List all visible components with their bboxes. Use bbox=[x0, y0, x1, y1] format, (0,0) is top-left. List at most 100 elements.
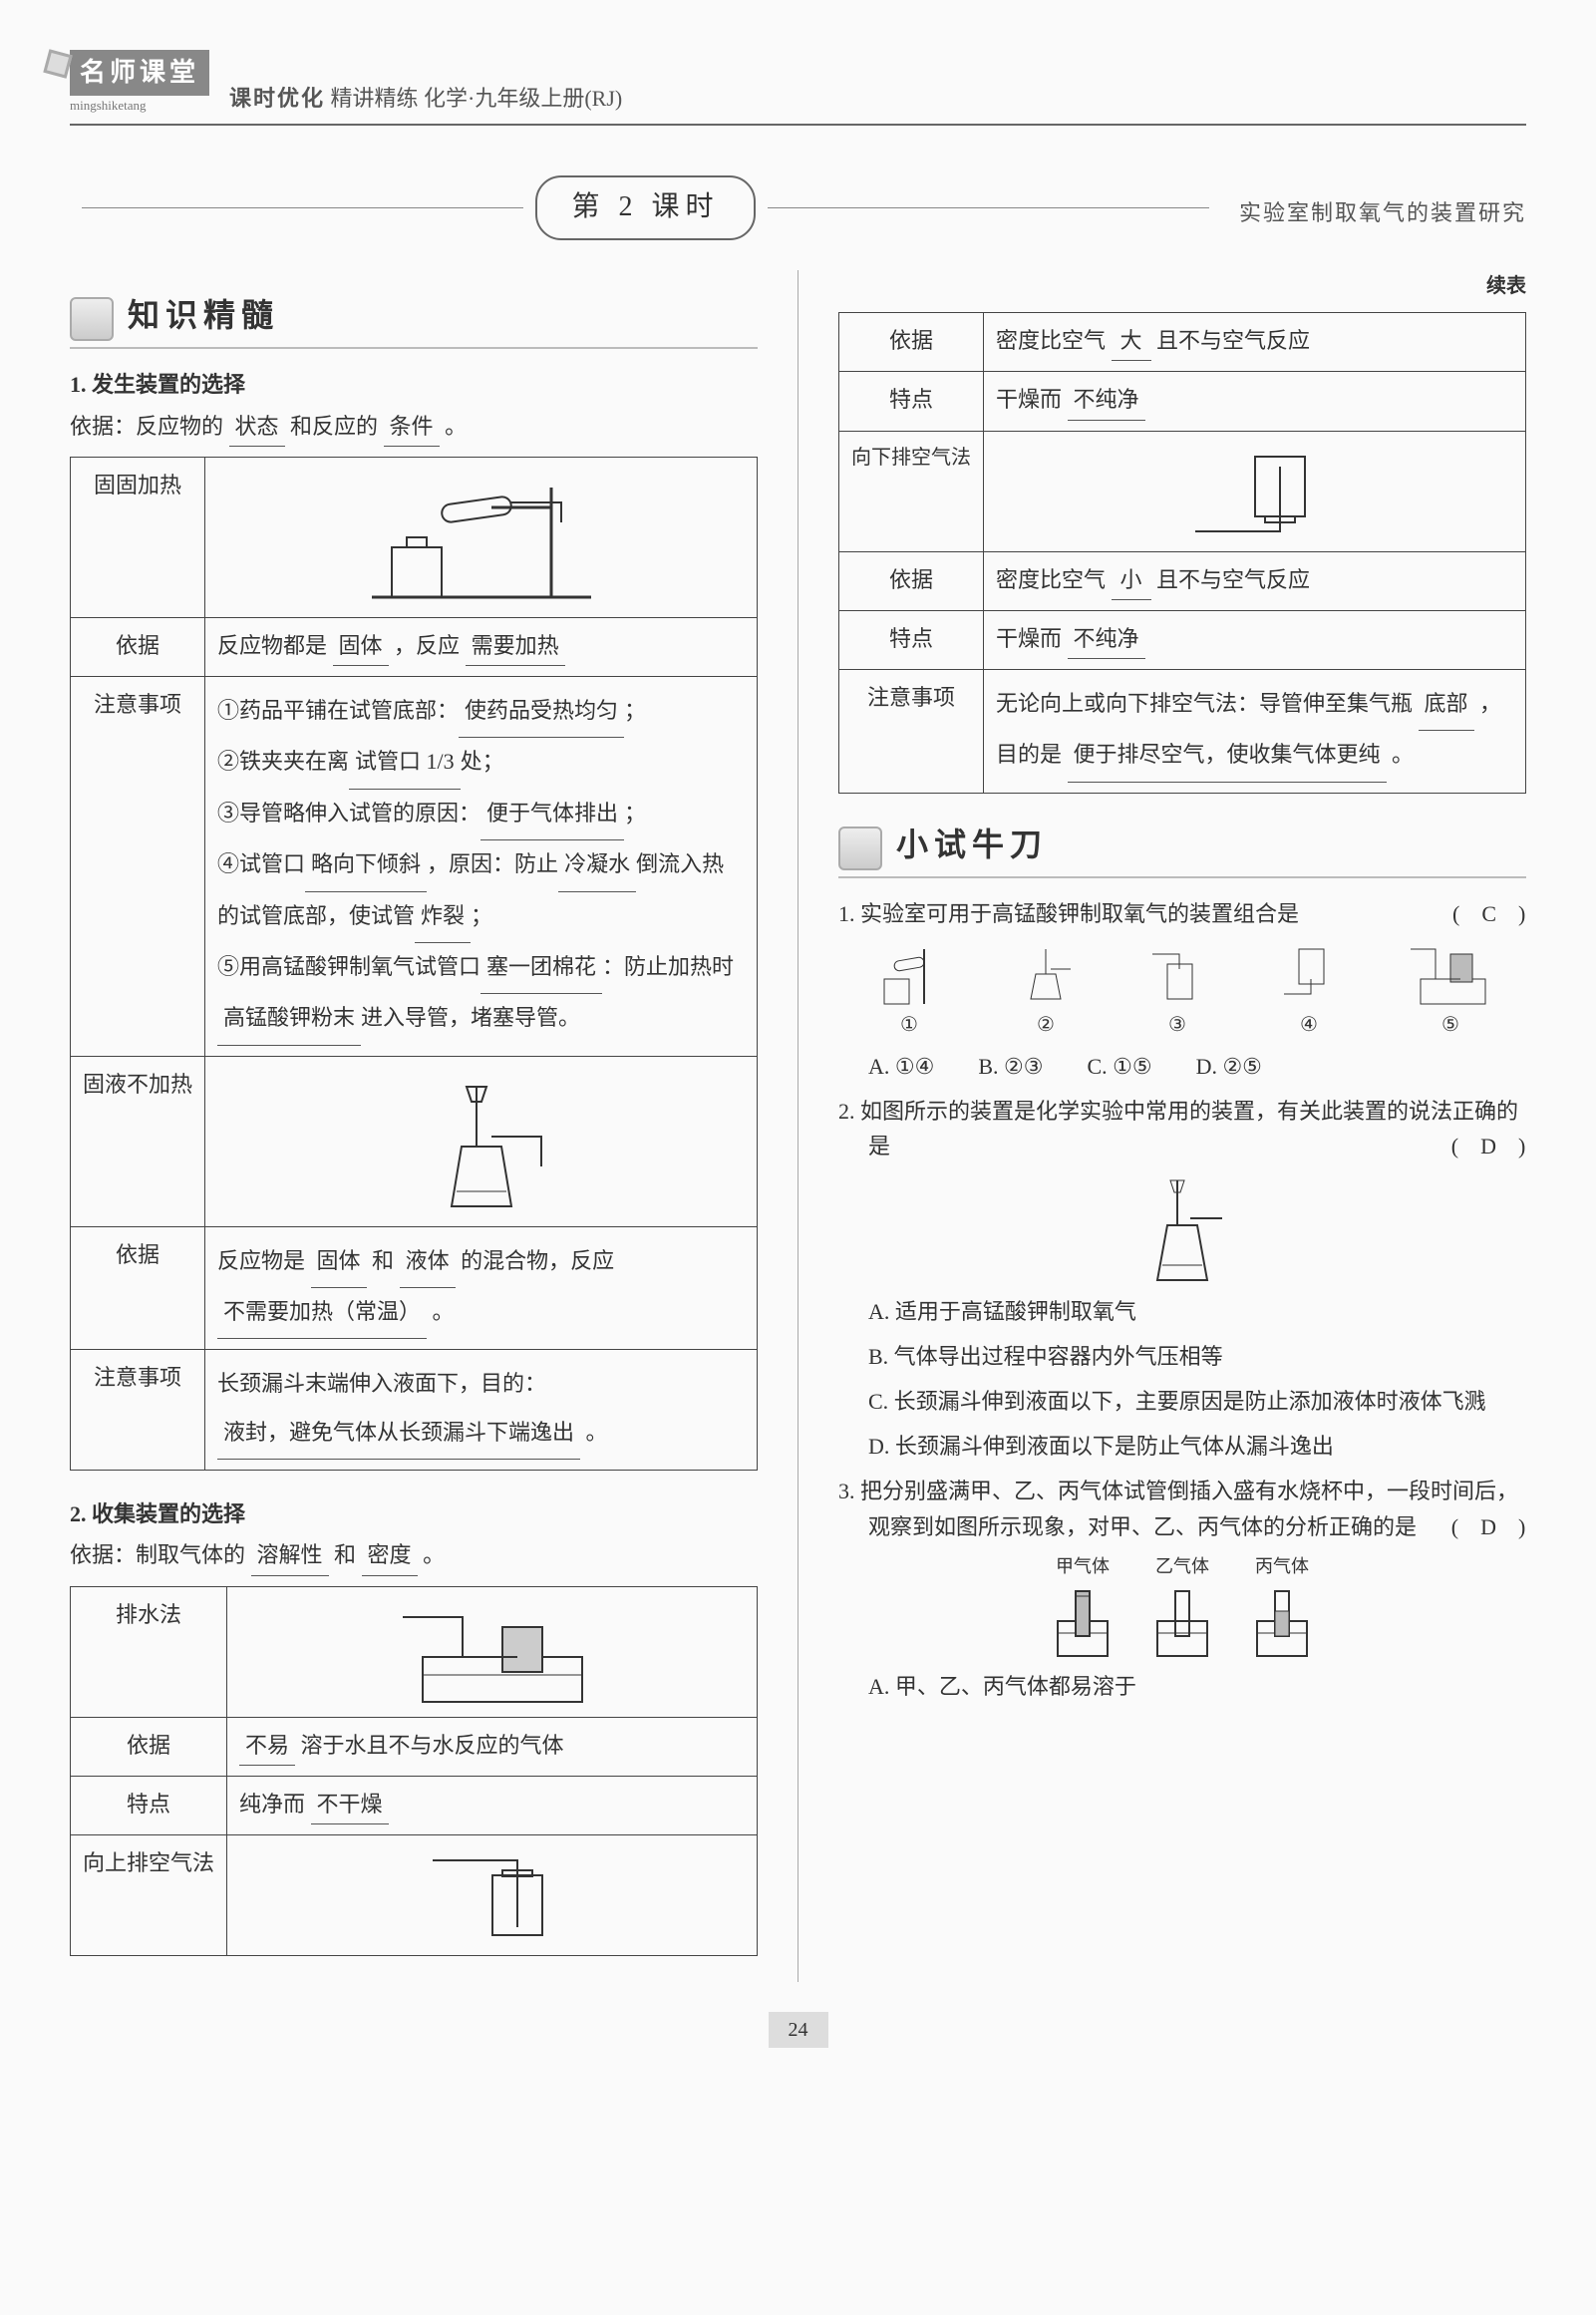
q3-text: 3. 把分别盛满甲、乙、丙气体试管倒插入盛有水烧杯中，一段时间后，观察到如图所示… bbox=[838, 1479, 1518, 1538]
l2a: 依据：制取气体的 bbox=[70, 1542, 245, 1567]
r32a: ②铁夹夹在离 bbox=[217, 749, 349, 774]
q3-diagrams: 甲气体 乙气体 丙气体 bbox=[838, 1552, 1526, 1661]
period2: 。 bbox=[423, 1542, 445, 1567]
r35b: 塞一团棉花 bbox=[480, 943, 602, 994]
brand-pinyin: mingshiketang bbox=[70, 96, 209, 117]
sub1: 1. 发生装置的选择 bbox=[70, 367, 758, 402]
pencil-icon bbox=[70, 297, 114, 341]
cell-gl-diagram bbox=[205, 1056, 758, 1226]
q1-diagrams: ① ② ③ ④ ⑤ bbox=[838, 939, 1526, 1041]
q2-flask-svg bbox=[1122, 1170, 1242, 1290]
downward-air-svg-cell bbox=[984, 431, 1526, 551]
left-column: 知识精髓 1. 发生装置的选择 依据：反应物的 状态 和反应的 条件 。 固固加… bbox=[70, 270, 758, 1982]
r6a: 长颈漏斗末端伸入液面下，目的： bbox=[217, 1371, 546, 1396]
q2-d: D. 长颈漏斗伸到液面以下是防止气体从漏斗逸出 bbox=[868, 1429, 1526, 1464]
t2r3b: 不干燥 bbox=[311, 1787, 389, 1824]
n3: ③ bbox=[1142, 1009, 1212, 1041]
blank-sol: 溶解性 bbox=[251, 1537, 329, 1575]
r33a: ③导管略伸入试管的原因： bbox=[217, 801, 480, 826]
l2b: 和 bbox=[334, 1542, 356, 1567]
t2r3-label: 特点 bbox=[71, 1776, 227, 1834]
t2r3a: 纯净而 bbox=[239, 1792, 305, 1817]
r35c: ：防止加热时 bbox=[602, 954, 734, 979]
r34a: ④试管口 bbox=[217, 851, 305, 876]
page-header: 名师课堂 mingshiketang 课时优化 精讲精练 化学·九年级上册(RJ… bbox=[70, 50, 1526, 126]
opt5: ⑤ bbox=[1406, 939, 1495, 1041]
opt4: ④ bbox=[1274, 939, 1344, 1041]
cell-r2: 反应物都是 固体 ，反应 需要加热 bbox=[205, 617, 758, 676]
t3r2a: 干燥而 bbox=[996, 387, 1062, 412]
t3r2: 干燥而 不纯净 bbox=[984, 372, 1526, 431]
r5c: 的混合物，反应 bbox=[461, 1248, 614, 1273]
section-zsjc-title: 知识精髓 bbox=[128, 290, 279, 341]
cell-r5-label: 依据 bbox=[71, 1226, 205, 1350]
brand-title: 名师课堂 bbox=[70, 50, 209, 96]
t3r6a: 无论向上或向下排空气法：导管伸至集气瓶 bbox=[996, 691, 1413, 716]
t2r2b: 不易 bbox=[239, 1728, 295, 1766]
lesson-topic: 实验室制取氧气的装置研究 bbox=[1239, 195, 1526, 230]
t3r5a: 干燥而 bbox=[996, 626, 1062, 651]
opt1: ① bbox=[869, 939, 949, 1041]
q3lc: 丙气体 bbox=[1247, 1552, 1317, 1581]
r34f: 炸裂 bbox=[415, 892, 471, 943]
line1: 依据：反应物的 状态 和反应的 条件 。 bbox=[70, 409, 758, 447]
t3r6e: 。 bbox=[1392, 742, 1414, 767]
r31a: ①药品平铺在试管底部： bbox=[217, 698, 459, 723]
t3r1: 密度比空气 大 且不与空气反应 bbox=[984, 313, 1526, 372]
r33b: 便于气体排出 bbox=[480, 790, 624, 840]
table-collection: 排水法 依据 不易 溶于水且不与水反应的气体 特点 bbox=[70, 1586, 758, 1956]
q2-b: B. 气体导出过程中容器内外气压相等 bbox=[868, 1339, 1526, 1374]
q3-d1: 甲气体 bbox=[1048, 1552, 1117, 1661]
t3r4-label: 依据 bbox=[839, 551, 984, 610]
section-xsnd-head: 小试牛刀 bbox=[838, 820, 1526, 878]
person-icon bbox=[838, 827, 882, 870]
r5e: 。 bbox=[433, 1299, 455, 1324]
line2: 依据：制取气体的 溶解性 和 密度 。 bbox=[70, 1537, 758, 1575]
q2-a: A. 适用于高锰酸钾制取氧气 bbox=[868, 1294, 1526, 1329]
opt3: ③ bbox=[1142, 939, 1212, 1041]
cell-r6-label: 注意事项 bbox=[71, 1350, 205, 1471]
right-column: 续表 依据 密度比空气 大 且不与空气反应 特点 干燥而 不纯净 向下排空气法 bbox=[838, 270, 1526, 1982]
n4: ④ bbox=[1274, 1009, 1344, 1041]
r5a: 反应物是 bbox=[217, 1248, 305, 1273]
r34c: ，原因：防止 bbox=[427, 851, 558, 876]
line1a: 依据：反应物的 bbox=[70, 414, 223, 439]
t3r5-label: 特点 bbox=[839, 610, 984, 669]
cell-gg-diagram bbox=[205, 457, 758, 617]
continued-label: 续表 bbox=[838, 270, 1526, 302]
t3r4: 密度比空气 小 且不与空气反应 bbox=[984, 551, 1526, 610]
r34b: 略向下倾斜 bbox=[305, 840, 427, 891]
table-generation: 固固加热 依据 反应物都是 固体 bbox=[70, 457, 758, 1471]
t3r3-label: 向下排空气法 bbox=[839, 431, 984, 551]
flask-apparatus-svg bbox=[392, 1067, 571, 1216]
t2r4-label: 向上排空气法 bbox=[71, 1834, 227, 1955]
q2: 2. 如图所示的装置是化学实验中常用的装置，有关此装置的说法正确的是 ( D ) bbox=[838, 1094, 1526, 1163]
q1-ans-value: C bbox=[1481, 901, 1496, 926]
t3r1-label: 依据 bbox=[839, 313, 984, 372]
t3r6d: 便于排尽空气，使收集气体更纯 bbox=[1068, 731, 1387, 782]
t3r4a: 密度比空气 bbox=[996, 567, 1106, 592]
q3-a: A. 甲、乙、丙气体都易溶于 bbox=[868, 1669, 1526, 1704]
q1: 1. 实验室可用于高锰酸钾制取氧气的装置组合是 ( C ) bbox=[838, 896, 1526, 931]
page-number: 24 bbox=[769, 2012, 828, 2048]
r5b2: 液体 bbox=[400, 1237, 456, 1288]
section-xsnd-title: 小试牛刀 bbox=[896, 820, 1048, 870]
q2-diagram bbox=[838, 1170, 1526, 1290]
r6c: 。 bbox=[586, 1420, 608, 1445]
table-collection-cont: 依据 密度比空气 大 且不与空气反应 特点 干燥而 不纯净 向下排空气法 bbox=[838, 312, 1526, 794]
opt2: ② bbox=[1011, 939, 1081, 1041]
blank-den: 密度 bbox=[362, 1537, 418, 1575]
r35e: 进入导管，堵塞导管。 bbox=[361, 1005, 580, 1030]
series-name: 课时优化 bbox=[229, 86, 325, 111]
r32b: 试管口 1/3 bbox=[349, 738, 461, 789]
t2r2-label: 依据 bbox=[71, 1717, 227, 1776]
t3r2-label: 特点 bbox=[839, 372, 984, 431]
water-displacement-svg bbox=[383, 1597, 602, 1707]
t3r5b: 不纯净 bbox=[1068, 621, 1145, 659]
t3r1a: 密度比空气 bbox=[996, 328, 1106, 353]
q3-d2: 乙气体 bbox=[1147, 1552, 1217, 1661]
r2b2: 需要加热 bbox=[466, 628, 565, 666]
t3r6b: 底部 bbox=[1419, 680, 1474, 731]
t3r2b: 不纯净 bbox=[1068, 382, 1145, 420]
section-zsjc-head: 知识精髓 bbox=[70, 290, 758, 349]
